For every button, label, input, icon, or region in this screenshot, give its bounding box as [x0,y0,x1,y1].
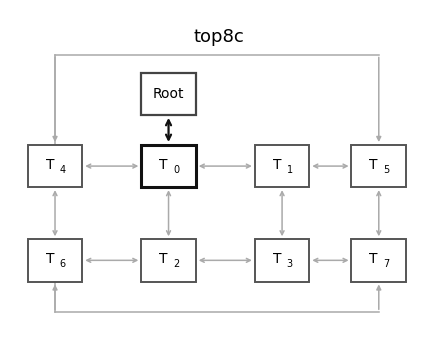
Text: Root: Root [153,87,184,101]
FancyBboxPatch shape [28,145,82,187]
FancyBboxPatch shape [28,239,82,282]
Text: 3: 3 [286,259,293,269]
FancyBboxPatch shape [351,239,406,282]
Text: T: T [273,157,281,172]
Text: T: T [273,252,281,266]
Text: T: T [159,157,168,172]
Text: 1: 1 [286,165,293,175]
Text: 5: 5 [383,165,389,175]
Text: top8c: top8c [194,28,244,46]
Text: 2: 2 [173,259,179,269]
FancyBboxPatch shape [141,145,196,187]
Text: T: T [159,252,168,266]
Text: 0: 0 [173,165,179,175]
Text: 7: 7 [383,259,389,269]
Text: T: T [370,252,378,266]
Text: T: T [46,157,54,172]
Text: 6: 6 [60,259,66,269]
FancyBboxPatch shape [255,145,309,187]
Text: T: T [370,157,378,172]
FancyBboxPatch shape [141,73,196,115]
FancyBboxPatch shape [351,145,406,187]
FancyBboxPatch shape [255,239,309,282]
FancyBboxPatch shape [141,239,196,282]
Text: T: T [46,252,54,266]
Text: 4: 4 [60,165,66,175]
